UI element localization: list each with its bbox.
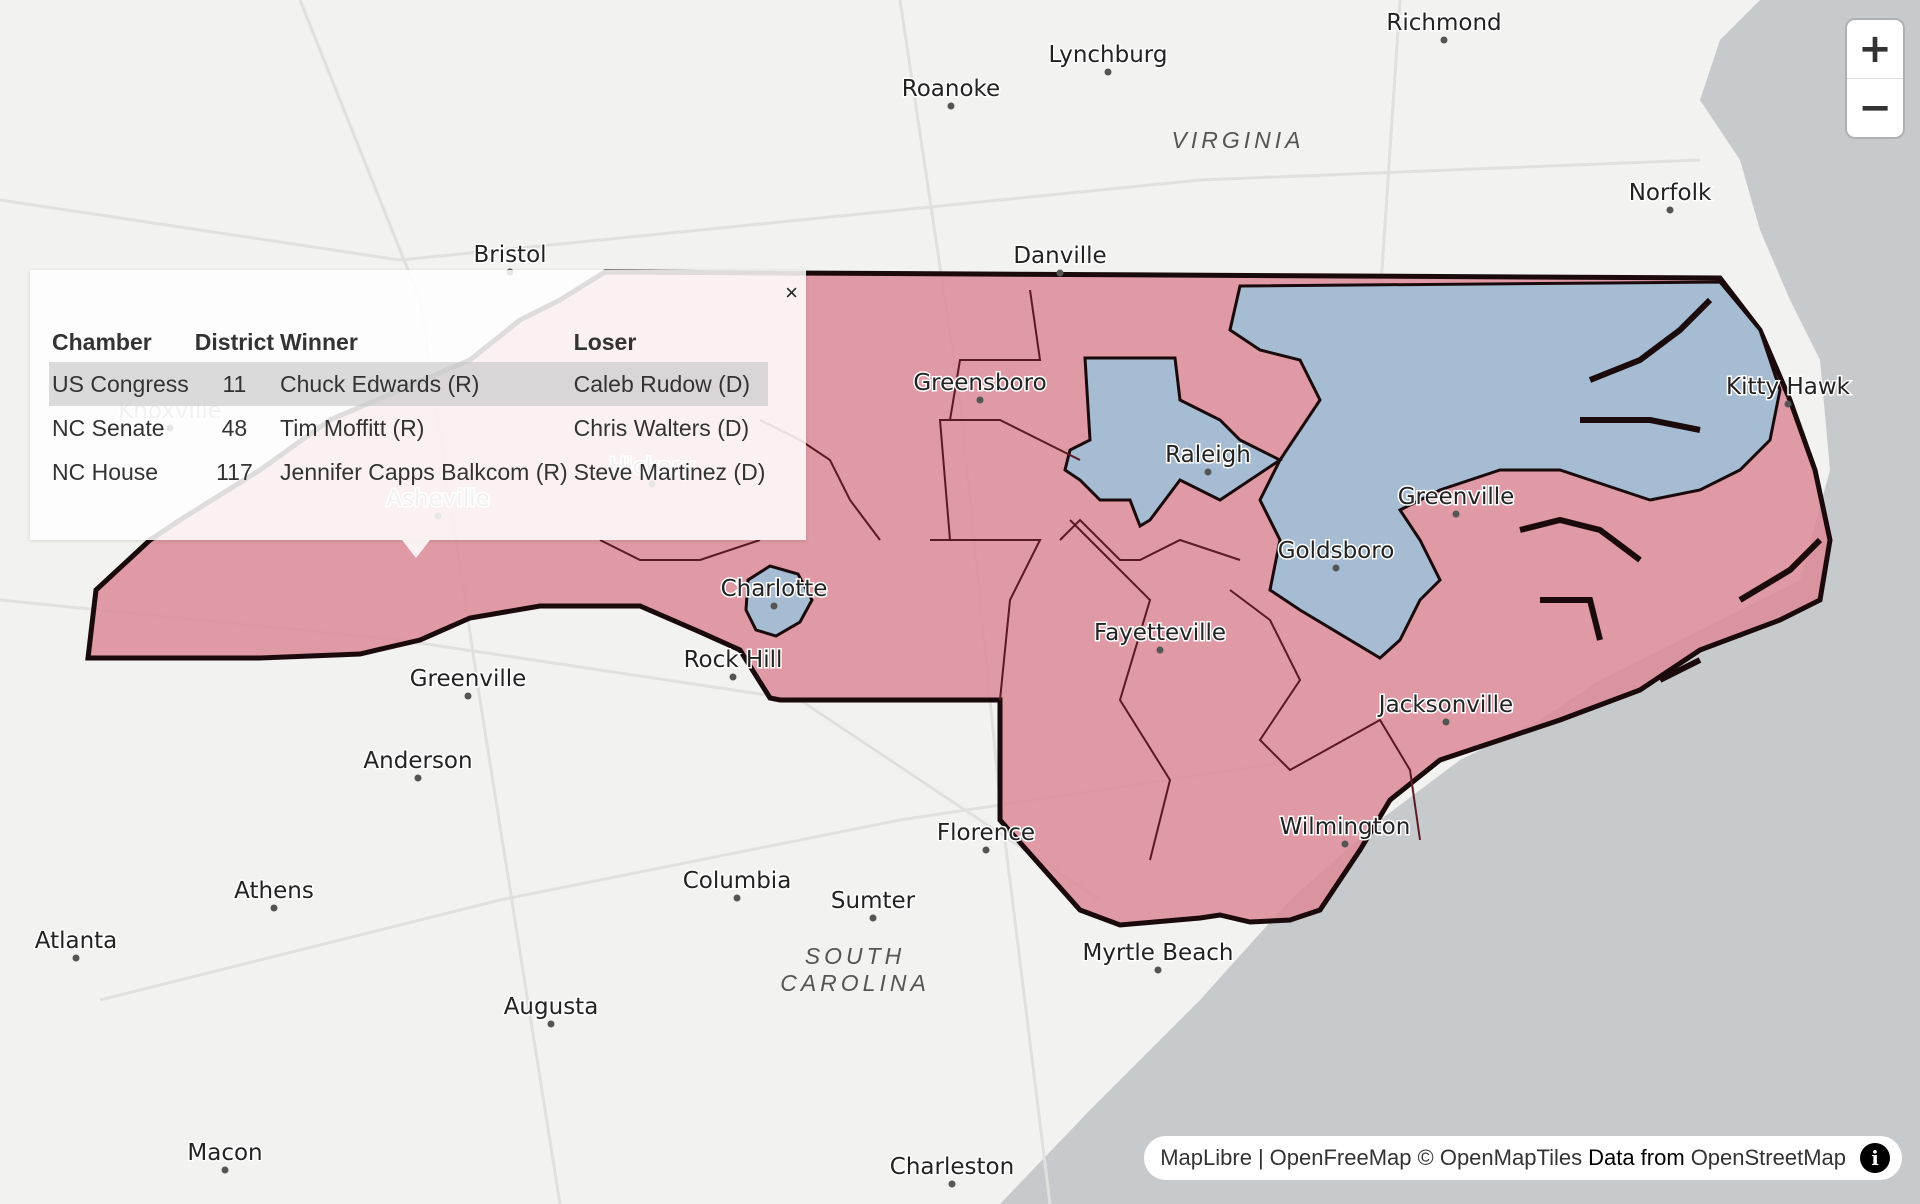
region-label-carolina: CAROLINA <box>780 970 930 996</box>
city-label: Atlanta <box>35 928 118 954</box>
city-label: Columbia <box>683 868 792 894</box>
city-label: Sumter <box>831 888 916 914</box>
city-label: Roanoke <box>902 76 1000 102</box>
city-label: Augusta <box>504 994 599 1020</box>
city-dot <box>729 673 737 681</box>
info-icon[interactable]: i <box>1860 1143 1890 1173</box>
cell-winner: Tim Moffitt (R) <box>280 414 425 441</box>
city-dot <box>976 396 984 404</box>
city-dot <box>1440 36 1448 44</box>
cell-winner: Chuck Edwards (R) <box>277 362 571 406</box>
city-label: Richmond <box>1386 10 1501 36</box>
cell-chamber: NC House <box>52 458 159 485</box>
city-dot <box>947 102 955 110</box>
openstreetmap-link[interactable]: OpenStreetMap <box>1690 1145 1846 1170</box>
cell-loser: Caleb Rudow (D) <box>570 362 769 406</box>
city-label: Lynchburg <box>1049 42 1168 68</box>
city-dot <box>1452 510 1460 518</box>
city-dot <box>733 894 741 902</box>
city-label: Fayetteville <box>1094 620 1226 646</box>
cell-district: 48 <box>221 414 248 441</box>
city-dot <box>1341 840 1349 848</box>
maplibre-link[interactable]: MapLibre <box>1160 1145 1252 1170</box>
city-label: Danville <box>1013 243 1106 269</box>
city-label: Rock Hill <box>684 647 783 673</box>
district-democrat-charlotte[interactable] <box>744 564 814 638</box>
city-dot <box>948 1180 956 1188</box>
header-loser: Loser <box>573 328 637 355</box>
city-label: Bristol <box>473 242 546 268</box>
data-from-text: Data from <box>1588 1145 1685 1170</box>
close-icon[interactable]: × <box>785 280 798 305</box>
city-dot <box>221 1166 229 1174</box>
district-democrat-northeast[interactable] <box>1228 280 1782 660</box>
region-label-virginia: VIRGINIA <box>1172 127 1305 153</box>
city-dot <box>770 602 778 610</box>
city-label: Goldsboro <box>1278 538 1395 564</box>
city-label: Raleigh <box>1165 442 1251 468</box>
city-dot <box>1056 269 1064 277</box>
region-label-south: SOUTH <box>805 943 906 969</box>
district-table: Chamber District Winner Loser US Congres… <box>49 322 769 494</box>
city-dot <box>1104 68 1112 76</box>
popup-tip <box>402 540 430 558</box>
city-label: Athens <box>234 878 314 904</box>
city-dot <box>1784 400 1792 408</box>
city-dot <box>869 914 877 922</box>
zoom-out-button[interactable]: − <box>1847 78 1903 137</box>
city-label: Charlotte <box>721 576 828 602</box>
openmaptiles-link[interactable]: © OpenMapTiles <box>1417 1145 1583 1170</box>
city-dot <box>1154 966 1162 974</box>
city-label: Anderson <box>363 748 472 774</box>
city-label: Myrtle Beach <box>1082 940 1233 966</box>
cell-district: 11 <box>191 362 278 406</box>
city-label: Kitty Hawk <box>1726 374 1851 400</box>
cell-chamber: NC Senate <box>52 414 165 441</box>
cell-winner: Jennifer Capps Balkcom (R) <box>280 458 568 485</box>
openfreemap-link[interactable]: OpenFreeMap <box>1269 1145 1412 1170</box>
zoom-control: + − <box>1847 20 1903 137</box>
table-header-row: Chamber District Winner Loser <box>49 322 768 362</box>
city-dot <box>1442 718 1450 726</box>
city-dot <box>1666 206 1674 214</box>
cell-chamber: US Congress <box>49 362 192 406</box>
coastal-features <box>1519 297 1823 683</box>
city-dot <box>464 692 472 700</box>
city-label: Florence <box>937 820 1035 846</box>
ocean <box>1000 0 1920 1204</box>
city-label: Greenville <box>410 666 527 692</box>
city-dot <box>1156 646 1164 654</box>
table-row[interactable]: US Congress 11 Chuck Edwards (R) Caleb R… <box>49 362 769 406</box>
district-popup: × Chamber District Winner Loser US Congr… <box>30 270 806 540</box>
header-winner: Winner <box>280 328 358 355</box>
attribution-separator: | <box>1257 1145 1264 1170</box>
city-label: Macon <box>187 1140 262 1166</box>
cell-loser: Steve Martinez (D) <box>573 458 766 485</box>
attribution-bar: MapLibre | OpenFreeMap © OpenMapTiles Da… <box>1144 1136 1902 1180</box>
table-row[interactable]: NC House 117 Jennifer Capps Balkcom (R) … <box>49 450 768 494</box>
cell-loser: Chris Walters (D) <box>573 414 750 441</box>
city-label: Jacksonville <box>1377 692 1513 718</box>
city-dot <box>547 1020 555 1028</box>
city-dot <box>1332 564 1340 572</box>
city-label: Charleston <box>890 1154 1014 1180</box>
city-dot <box>270 904 278 912</box>
city-dot <box>72 954 80 962</box>
city-dot <box>982 846 990 854</box>
cell-district: 117 <box>216 458 253 485</box>
district-democrat-raleigh[interactable] <box>1063 356 1283 529</box>
city-label: Wilmington <box>1280 814 1411 840</box>
header-chamber: Chamber <box>52 328 152 355</box>
table-row[interactable]: NC Senate 48 Tim Moffitt (R) Chris Walte… <box>49 406 768 450</box>
header-district: District <box>194 328 275 355</box>
city-dot <box>414 774 422 782</box>
city-label: Greensboro <box>913 370 1046 396</box>
zoom-in-button[interactable]: + <box>1858 26 1892 72</box>
city-dot <box>1204 468 1212 476</box>
city-label: Greenville <box>1398 484 1515 510</box>
city-label: Norfolk <box>1629 180 1712 206</box>
